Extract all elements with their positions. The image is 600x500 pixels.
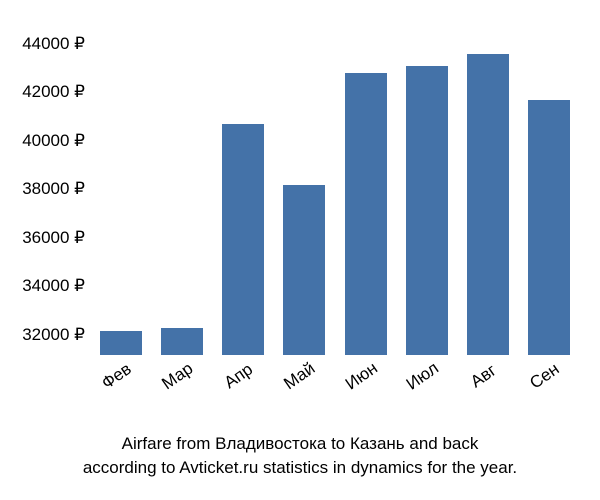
y-axis: 32000 ₽ 34000 ₽ 36000 ₽ 38000 ₽ 40000 ₽ 42000… xyxy=(5,15,85,355)
bar xyxy=(100,331,142,355)
y-tick-label: 44000 ₽ xyxy=(22,34,85,54)
bars-group xyxy=(90,15,580,355)
x-tick-label: Сен xyxy=(522,356,576,409)
chart-caption: Airfare from Владивостока to Казань and … xyxy=(0,432,600,480)
x-tick-label: Май xyxy=(277,356,331,409)
x-tick-label: Апр xyxy=(216,356,270,409)
x-tick-label: Мар xyxy=(155,356,209,409)
bar xyxy=(222,124,264,355)
x-tick-label: Фев xyxy=(93,356,147,409)
y-tick-label: 42000 ₽ xyxy=(22,82,85,102)
x-tick-label: Июн xyxy=(338,356,392,409)
caption-line2: according to Avticket.ru statistics in d… xyxy=(83,458,517,477)
caption-line1: Airfare from Владивостока to Казань and … xyxy=(122,434,479,453)
y-tick-label: 46000 ₽ xyxy=(22,0,85,5)
bar xyxy=(345,73,387,355)
bar xyxy=(406,66,448,355)
y-tick-label: 32000 ₽ xyxy=(22,325,85,345)
bar xyxy=(161,328,203,355)
airfare-chart: 32000 ₽34000 ₽36000 ₽38000 ₽40000 ₽42000… xyxy=(90,15,580,395)
y-tick-label: 34000 ₽ xyxy=(22,276,85,296)
x-tick-label: Июл xyxy=(400,356,454,409)
y-tick-label: 36000 ₽ xyxy=(22,228,85,248)
bar xyxy=(283,185,325,355)
x-tick-label: Авг xyxy=(461,356,515,409)
bar xyxy=(528,100,570,355)
y-tick-label: 38000 ₽ xyxy=(22,179,85,199)
x-axis: ФевМарАпрМайИюнИюлАвгСен xyxy=(90,360,580,400)
bar xyxy=(467,54,509,355)
y-tick-label: 40000 ₽ xyxy=(22,131,85,151)
plot-area: 32000 ₽34000 ₽36000 ₽38000 ₽40000 ₽42000… xyxy=(90,15,580,355)
